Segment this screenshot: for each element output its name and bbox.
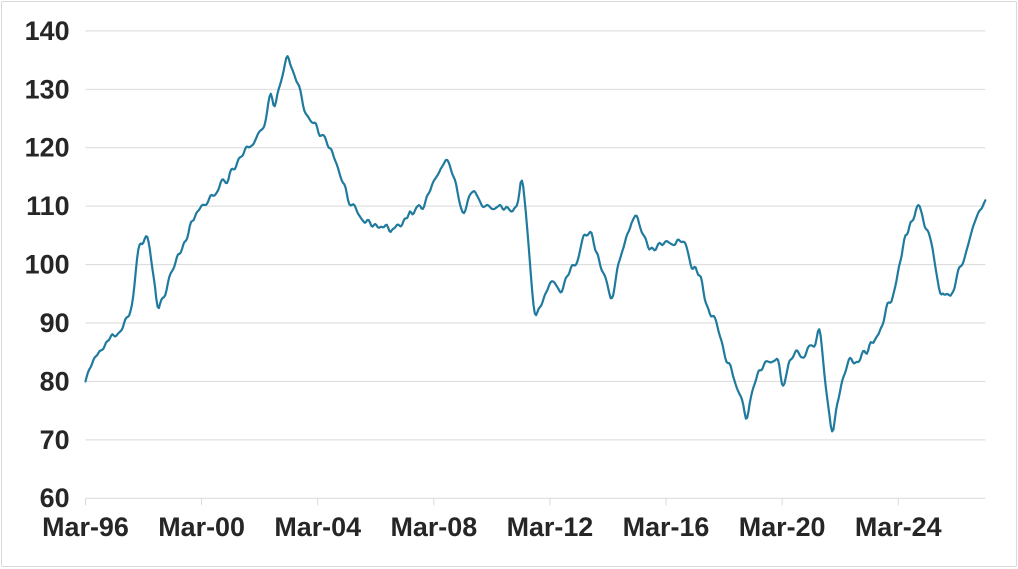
svg-text:Mar-20: Mar-20: [739, 512, 826, 542]
svg-text:80: 80: [40, 366, 70, 396]
svg-text:140: 140: [25, 16, 70, 46]
svg-text:130: 130: [25, 74, 70, 104]
svg-text:110: 110: [26, 191, 69, 221]
svg-text:Mar-16: Mar-16: [623, 512, 710, 542]
svg-text:Mar-08: Mar-08: [390, 512, 477, 542]
svg-text:90: 90: [40, 308, 70, 338]
svg-text:60: 60: [40, 483, 70, 513]
svg-text:Mar-00: Mar-00: [158, 512, 245, 542]
svg-text:Mar-12: Mar-12: [507, 512, 594, 542]
svg-text:Mar-04: Mar-04: [274, 512, 361, 542]
svg-text:120: 120: [25, 133, 70, 163]
svg-text:70: 70: [40, 425, 70, 455]
svg-text:Mar-96: Mar-96: [42, 512, 129, 542]
svg-text:Mar-24: Mar-24: [855, 512, 942, 542]
svg-text:100: 100: [25, 250, 70, 280]
